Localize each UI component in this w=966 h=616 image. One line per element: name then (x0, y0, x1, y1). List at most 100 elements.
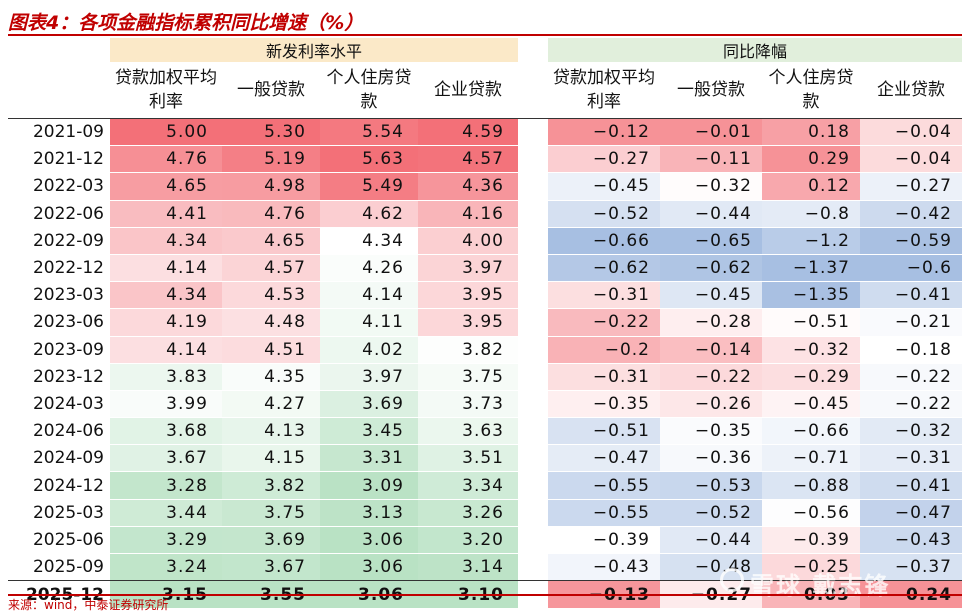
column-gap (518, 389, 548, 418)
rate-cell: 3.69 (222, 525, 320, 554)
rate-cell: 3.44 (110, 498, 222, 527)
change-cell: −0.14 (660, 335, 762, 364)
table-row: 2022-03 4.65 4.98 5.49 4.36 −0.45 −0.32 0.12 −0.… (8, 172, 962, 201)
change-cell: −0.59 (860, 226, 962, 255)
corner-cell (8, 38, 110, 62)
change-cell: −0.66 (762, 417, 860, 445)
change-cell: −0.32 (660, 172, 762, 201)
table-row: 2023-06 4.19 4.48 4.11 3.95 −0.22 −0.28 −0.51 −0… (8, 308, 962, 336)
rate-cell: 3.69 (320, 389, 418, 418)
rate-cell: 3.13 (320, 498, 418, 527)
col-header-mortgage-change: 个人住房贷款 (768, 68, 854, 112)
change-cell: −0.47 (548, 444, 660, 472)
table-row: 2024-03 3.99 4.27 3.69 3.73 −0.35 −0.26 −0.45 −0… (8, 389, 962, 418)
change-cell: −0.04 (860, 145, 962, 173)
change-cell: −1.37 (762, 253, 860, 282)
rate-cell: 3.75 (418, 362, 518, 391)
rate-cell: 4.57 (418, 145, 518, 173)
column-gap (518, 145, 548, 173)
rate-cell: 3.95 (418, 308, 518, 336)
row-date: 2024-06 (8, 417, 110, 445)
table-row: 2024-12 3.28 3.82 3.09 3.34 −0.55 −0.53 −0.88 −0… (8, 471, 962, 500)
rate-cell: 3.31 (320, 444, 418, 472)
rate-cell: 4.15 (222, 444, 320, 472)
rate-cell: 5.54 (320, 117, 418, 146)
rate-cell: 4.34 (110, 281, 222, 309)
rate-cell: 4.02 (320, 335, 418, 364)
column-gap (518, 199, 548, 228)
change-cell: −0.55 (548, 471, 660, 500)
change-cell: −0.88 (762, 471, 860, 500)
table-row: 2023-03 4.34 4.53 4.14 3.95 −0.31 −0.45 −1.35 −0… (8, 281, 962, 309)
change-cell: −0.45 (548, 172, 660, 201)
rate-cell: 4.34 (320, 226, 418, 255)
change-cell: −0.27 (548, 145, 660, 173)
rate-cell: 4.51 (222, 335, 320, 364)
figure-title: 图表4：各项金融指标累积同比增速（%） (8, 12, 364, 34)
rate-cell: 5.19 (222, 145, 320, 173)
change-cell: −0.55 (548, 498, 660, 527)
rate-cell: 4.14 (110, 335, 222, 364)
rate-cell: 4.26 (320, 253, 418, 282)
change-cell: 0.18 (762, 117, 860, 146)
rate-cell: 3.99 (110, 389, 222, 418)
table-row: 2025-09 3.24 3.67 3.06 3.14 −0.43 −0.48 −0.25 −0… (8, 552, 962, 581)
rate-cell: 3.51 (418, 444, 518, 472)
change-cell: −0.27 (860, 172, 962, 201)
column-gap (518, 253, 548, 282)
financial-table: 新发利率水平 同比降幅 贷款加权平均利率 一般贷款 个人住房贷款 企业贷款 贷款… (8, 38, 962, 609)
table-row: 2021-09 5.00 5.30 5.54 4.59 −0.12 −0.01 0.18 −0.… (8, 117, 962, 146)
rate-cell: 4.98 (222, 172, 320, 201)
change-cell: −0.21 (860, 308, 962, 336)
change-cell: −0.35 (548, 389, 660, 418)
table-row: 2021-12 4.76 5.19 5.63 4.57 −0.27 −0.11 0.29 −0.… (8, 145, 962, 173)
rate-cell: 3.97 (320, 362, 418, 391)
table-row: 2024-06 3.68 4.13 3.45 3.63 −0.51 −0.35 −0.66 −0… (8, 417, 962, 445)
rate-cell: 5.49 (320, 172, 418, 201)
rate-cell: 5.63 (320, 145, 418, 173)
change-cell: −0.52 (660, 498, 762, 527)
column-gap (518, 498, 548, 527)
rate-cell: 3.45 (320, 417, 418, 445)
rate-cell: 3.83 (110, 362, 222, 391)
change-cell: −0.35 (660, 417, 762, 445)
rate-cell: 3.67 (110, 444, 222, 472)
col-header-corporate-loan: 企业贷款 (434, 80, 502, 100)
row-date: 2023-06 (8, 308, 110, 336)
rate-cell: 3.26 (418, 498, 518, 527)
change-cell: −0.26 (660, 389, 762, 418)
rate-cell: 4.41 (110, 199, 222, 228)
change-cell: 0.12 (762, 172, 860, 201)
change-cell: −0.11 (660, 145, 762, 173)
col-header-weighted-rate: 贷款加权平均利率 (115, 68, 217, 112)
column-gap (518, 525, 548, 554)
row-date: 2022-03 (8, 172, 110, 201)
change-cell: −0.22 (860, 389, 962, 418)
col-header-general-loan-change: 一般贷款 (677, 80, 745, 100)
column-gap (518, 444, 548, 472)
change-cell: −0.51 (548, 417, 660, 445)
rate-cell: 4.34 (110, 226, 222, 255)
rate-cell: 3.06 (320, 552, 418, 581)
rate-cell: 5.30 (222, 117, 320, 146)
change-cell: −0.47 (860, 498, 962, 527)
rate-cell: 4.76 (222, 199, 320, 228)
change-cell: −0.29 (762, 362, 860, 391)
change-cell: −0.12 (548, 117, 660, 146)
rate-cell: 3.67 (222, 552, 320, 581)
change-cell: −0.62 (660, 253, 762, 282)
change-cell: −0.65 (660, 226, 762, 255)
row-date: 2024-03 (8, 389, 110, 418)
change-cell: −0.62 (548, 253, 660, 282)
change-cell: −0.22 (660, 362, 762, 391)
change-cell: −0.2 (548, 335, 660, 364)
change-cell: −0.66 (548, 226, 660, 255)
row-date: 2023-03 (8, 281, 110, 309)
change-cell: −0.71 (762, 444, 860, 472)
row-date: 2022-09 (8, 226, 110, 255)
rate-cell: 4.48 (222, 308, 320, 336)
rate-cell: 4.11 (320, 308, 418, 336)
rate-cell: 3.82 (222, 471, 320, 500)
change-cell: −0.25 (762, 552, 860, 581)
column-gap (518, 117, 548, 146)
